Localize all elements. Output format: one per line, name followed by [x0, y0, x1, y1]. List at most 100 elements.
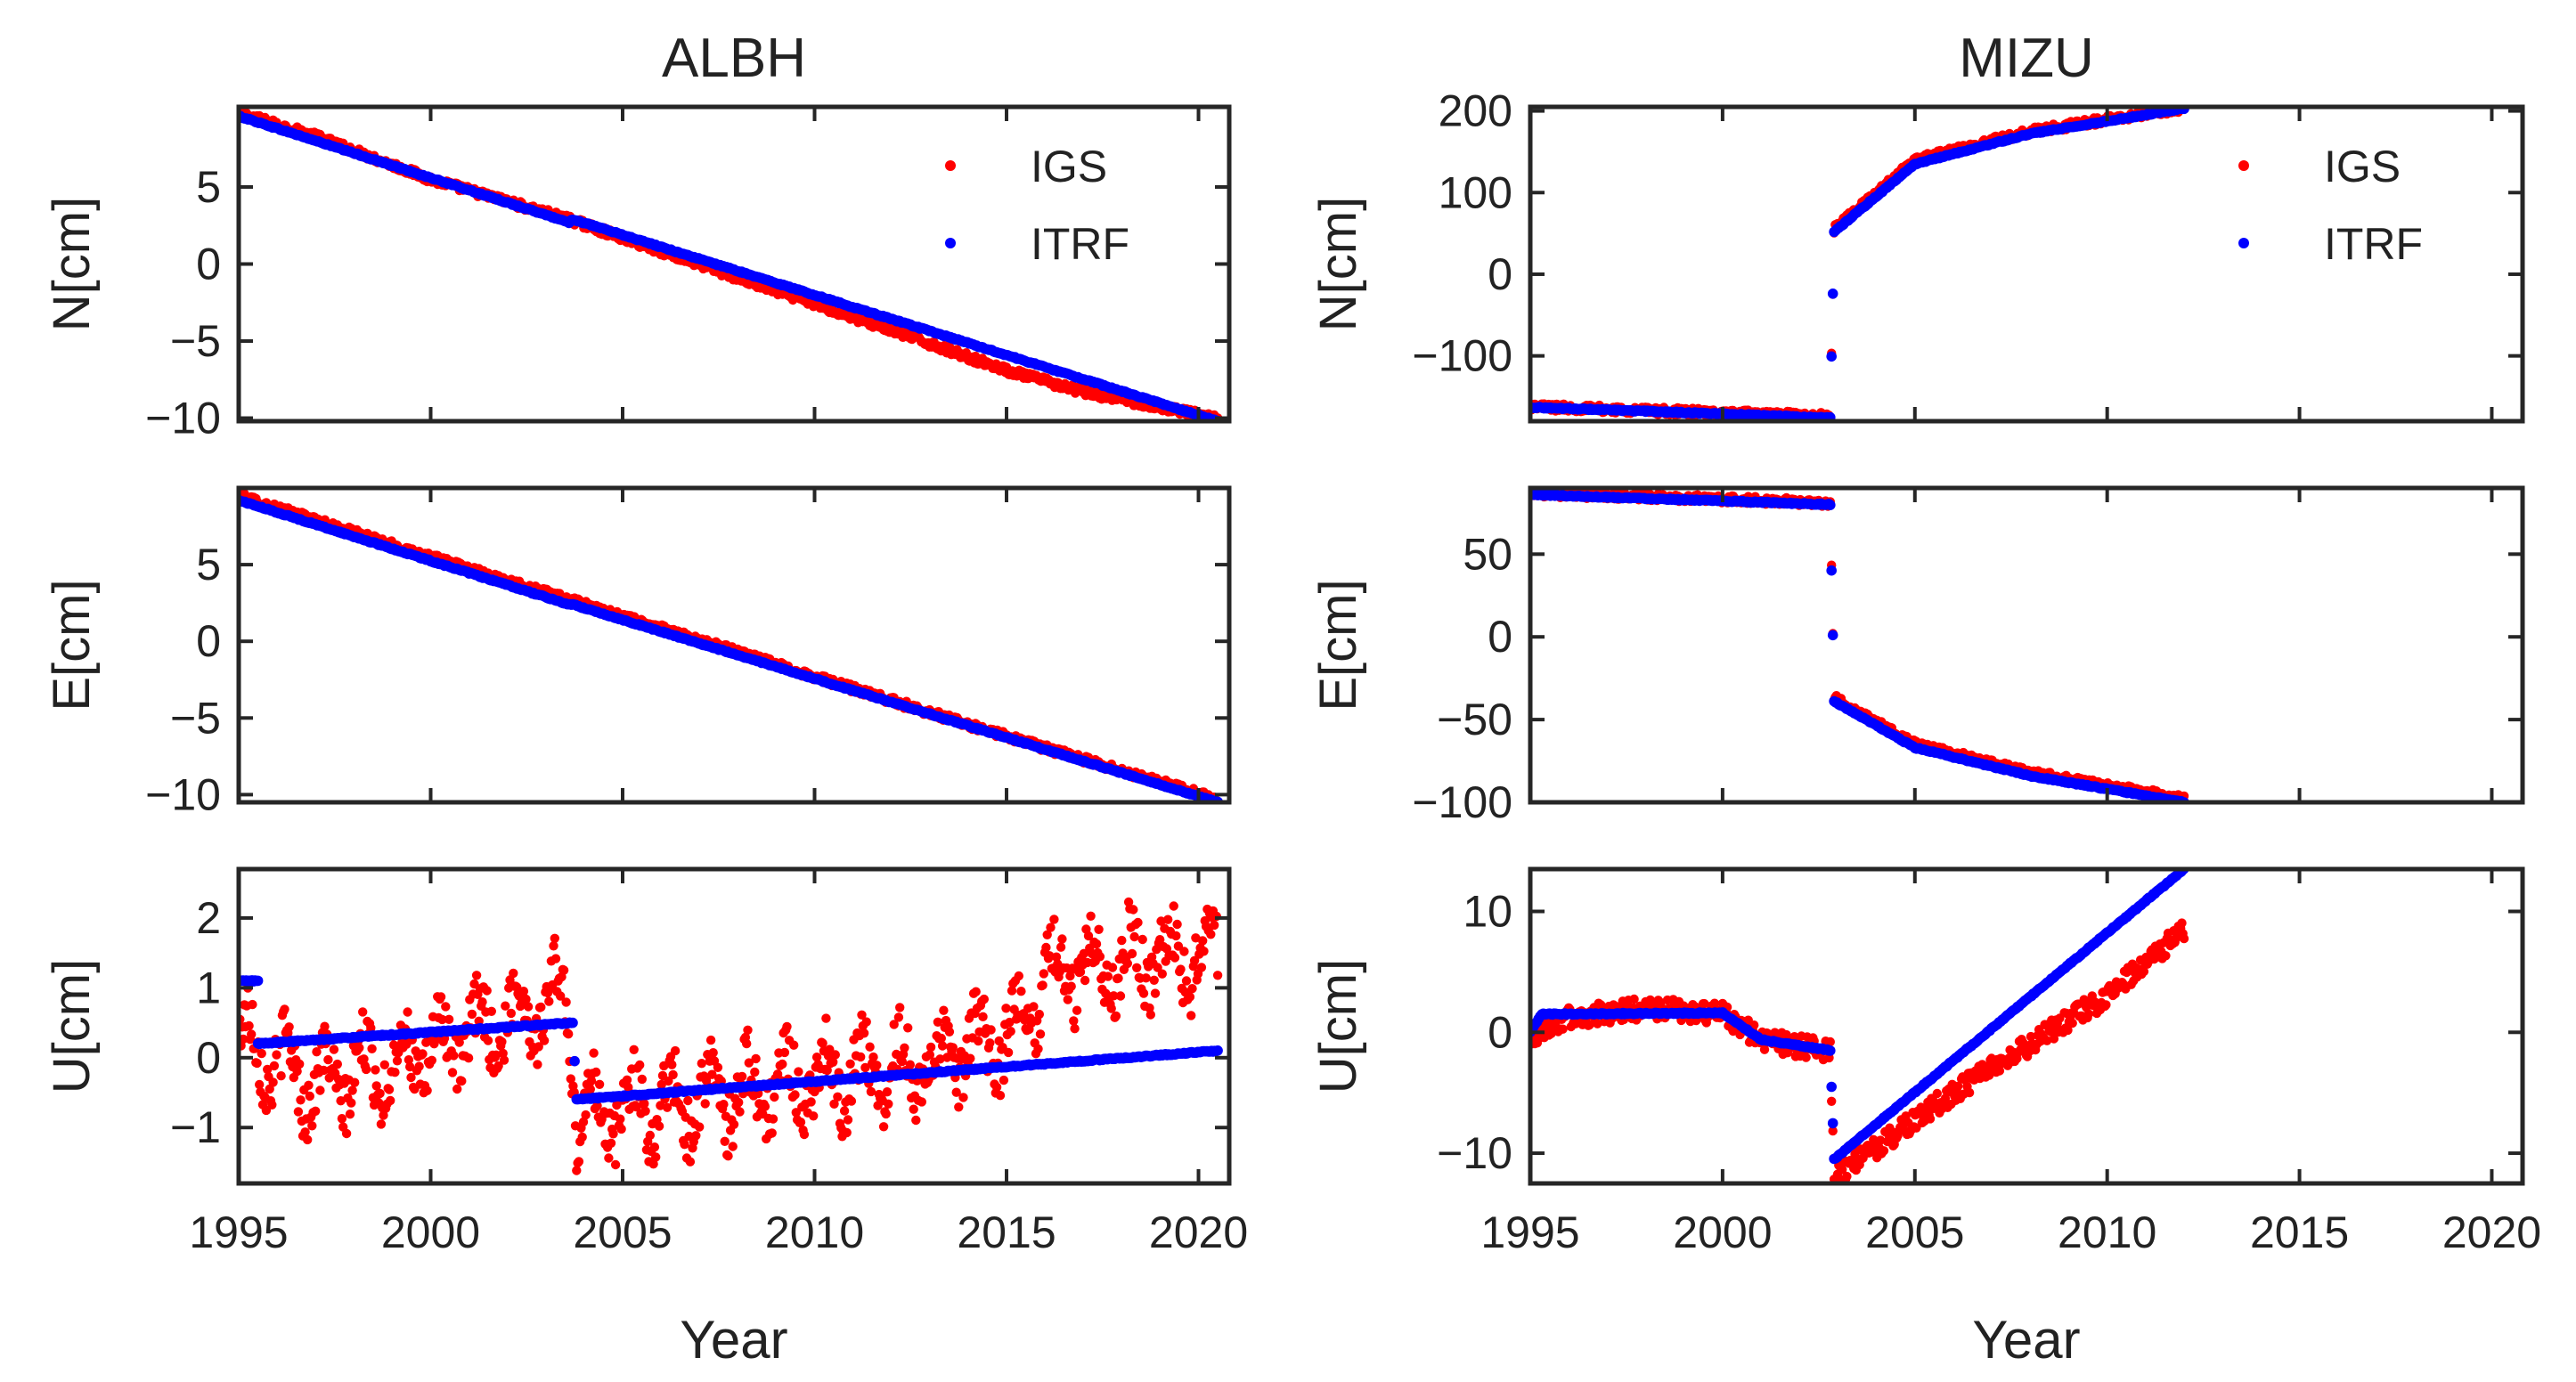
- chart-2-igs-point: [889, 1020, 899, 1029]
- chart-2-igs-point: [1153, 963, 1162, 972]
- chart-2-xtick-label: 2020: [1149, 1207, 1248, 1257]
- chart-2-igs-point: [276, 1071, 286, 1081]
- chart-2-igs-point: [954, 1102, 964, 1112]
- chart-2-igs-point: [656, 1079, 666, 1090]
- chart-2-igs-point: [293, 1107, 304, 1117]
- chart-2-ytick-label: 0: [196, 1033, 221, 1083]
- chart-2-igs-point: [615, 1114, 625, 1124]
- chart-2-igs-point: [637, 1074, 647, 1085]
- chart-2-igs-point: [911, 1115, 921, 1126]
- chart-2-igs-point: [691, 1131, 701, 1141]
- chart-2-igs-point: [1080, 975, 1090, 986]
- chart-2-igs-point: [1034, 1009, 1045, 1020]
- chart-2-igs-point: [935, 1054, 945, 1064]
- chart-1-ytick-label: 5: [196, 540, 221, 589]
- chart-2-igs-point: [767, 1128, 777, 1138]
- chart-2-igs-point: [822, 1065, 832, 1076]
- chart-2-igs-point: [296, 1095, 306, 1105]
- chart-2-igs-point: [436, 992, 446, 1002]
- chart-2-igs-point: [685, 1157, 696, 1167]
- chart-2-igs-point: [574, 1157, 584, 1167]
- chart-2-igs-point: [843, 1115, 853, 1125]
- chart-2-igs-point: [719, 1100, 729, 1110]
- chart-2-igs-point: [697, 1059, 706, 1069]
- chart-2-igs-point: [594, 1079, 605, 1090]
- chart-2-igs-point: [1169, 901, 1178, 911]
- chart-2-igs-point: [534, 1042, 543, 1052]
- chart-2-series-itrf: [239, 975, 1223, 1105]
- chart-2-igs-point: [640, 1099, 649, 1109]
- chart-2-ytick-label: −1: [170, 1102, 221, 1152]
- chart-2-igs-point: [499, 1055, 509, 1065]
- chart-2-igs-point: [1210, 920, 1219, 931]
- chart-2-igs-point: [1033, 1044, 1043, 1054]
- chart-2-igs-point: [255, 1079, 265, 1090]
- chart-2-igs-point: [1157, 969, 1168, 979]
- chart-2-igs-point: [248, 999, 257, 1010]
- chart-2-igs-point: [728, 1142, 738, 1151]
- chart-0-legend-marker-igs: [945, 160, 956, 171]
- chart-2-igs-point: [346, 1098, 356, 1108]
- chart-2-igs-point: [743, 1025, 753, 1036]
- chart-2-itrf-point: [567, 1017, 578, 1028]
- chart-2-igs-point: [427, 1055, 436, 1066]
- chart-2-igs-point: [680, 1140, 689, 1150]
- chart-2-igs-point: [454, 1037, 464, 1047]
- chart-2-igs-point: [939, 1005, 949, 1015]
- chart-2-igs-point: [471, 971, 482, 980]
- chart-2-igs-point: [337, 1114, 347, 1124]
- chart-2-igs-point: [936, 1033, 947, 1044]
- chart-2-igs-point: [1212, 971, 1223, 980]
- chart-2-igs-point: [483, 1036, 493, 1045]
- chart-2-xtick-label: 1995: [189, 1207, 288, 1257]
- chart-2-igs-point: [1129, 931, 1139, 942]
- chart-2-igs-point: [1199, 947, 1209, 956]
- chart-2-igs-point: [986, 1025, 996, 1035]
- chart-2-igs-point: [1075, 967, 1086, 977]
- chart-2-igs-point: [917, 1097, 927, 1107]
- chart-2-igs-point: [1095, 952, 1105, 962]
- chart-2-igs-point: [392, 1056, 403, 1066]
- chart-2-igs-point: [1187, 984, 1197, 994]
- chart-2-igs-point: [244, 1020, 254, 1031]
- chart-2-itrf-point: [1212, 1045, 1223, 1056]
- chart-2-ytick-label: 1: [196, 963, 221, 1012]
- chart-2-igs-point: [371, 1081, 381, 1091]
- chart-2-igs-point: [1072, 1005, 1082, 1015]
- chart-2-igs-point: [723, 1151, 733, 1161]
- chart-2-igs-point: [414, 1061, 424, 1071]
- chart-2-igs-point: [882, 1087, 893, 1097]
- chart-2-igs-point: [536, 1002, 546, 1012]
- chart-2-igs-point: [878, 1122, 889, 1132]
- chart-2-igs-point: [893, 1012, 904, 1022]
- chart-2-igs-point: [1186, 1011, 1196, 1020]
- chart-2-igs-point: [1181, 976, 1192, 986]
- chart-2-igs-point: [379, 1060, 389, 1070]
- chart-2-igs-point: [523, 1002, 534, 1012]
- chart-2-igs-point: [1141, 973, 1151, 983]
- chart-2-igs-point: [404, 1055, 414, 1065]
- chart-0-ytick-label: 5: [196, 162, 221, 212]
- chart-2-igs-point: [550, 954, 561, 963]
- chart-1-series-itrf: [239, 494, 1223, 802]
- chart-2-igs-point: [1094, 924, 1104, 935]
- chart-2-igs-point: [925, 1042, 936, 1053]
- chart-2-igs-point: [477, 997, 487, 1007]
- chart-2-igs-point: [937, 1041, 948, 1051]
- chart-2-igs-point: [463, 1053, 474, 1063]
- chart-0-ylabel: N[cm]: [43, 197, 101, 331]
- chart-2-igs-point: [925, 1050, 935, 1060]
- chart-2-igs-point: [629, 1045, 639, 1055]
- chart-2-igs-point: [498, 1048, 508, 1059]
- chart-2-igs-point: [1070, 1024, 1080, 1034]
- chart-2-igs-point: [713, 1062, 723, 1073]
- chart-2-igs-point: [794, 1067, 803, 1077]
- chart-2-igs-point: [486, 1006, 496, 1017]
- chart-2-igs-point: [358, 1007, 368, 1017]
- chart-2-igs-point: [806, 1097, 816, 1107]
- chart-2-igs-point: [900, 1043, 909, 1053]
- chart-2-igs-point: [263, 1064, 273, 1075]
- chart-2-igs-point: [403, 1007, 412, 1017]
- chart-2-igs-point: [809, 1111, 819, 1121]
- chart-2-igs-point: [539, 1036, 550, 1045]
